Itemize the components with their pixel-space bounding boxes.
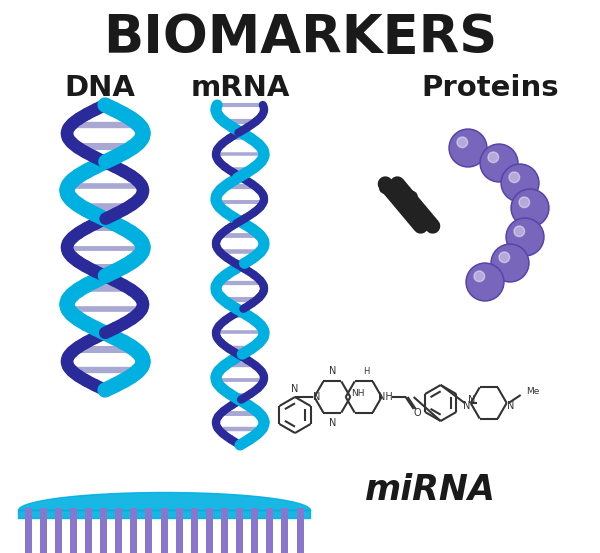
Bar — [236, 508, 243, 553]
Circle shape — [451, 131, 485, 165]
Text: mRNA: mRNA — [190, 74, 290, 102]
Circle shape — [493, 246, 527, 280]
Circle shape — [482, 145, 517, 180]
Text: O: O — [414, 408, 421, 418]
Text: H: H — [364, 367, 370, 376]
Circle shape — [474, 271, 485, 281]
Bar — [221, 508, 228, 553]
Bar — [100, 508, 107, 553]
Bar — [25, 508, 32, 553]
Circle shape — [509, 172, 520, 182]
Text: N: N — [329, 418, 336, 428]
Text: Me: Me — [526, 388, 539, 397]
Text: Proteins: Proteins — [421, 74, 559, 102]
Bar — [191, 508, 198, 553]
Bar — [176, 508, 182, 553]
Text: N: N — [329, 366, 336, 376]
Bar — [251, 508, 258, 553]
Text: miRNA: miRNA — [365, 473, 496, 507]
Text: N: N — [313, 392, 320, 402]
Circle shape — [503, 165, 538, 201]
Bar — [266, 508, 273, 553]
Circle shape — [480, 144, 518, 182]
Circle shape — [514, 226, 524, 237]
Text: NH: NH — [378, 392, 393, 402]
Circle shape — [491, 244, 529, 282]
Bar — [296, 508, 304, 553]
Bar — [70, 508, 77, 553]
Bar — [130, 508, 137, 553]
Circle shape — [457, 137, 467, 148]
Bar — [145, 508, 152, 553]
Text: DNA: DNA — [65, 74, 136, 102]
Bar — [85, 508, 92, 553]
Bar — [161, 508, 167, 553]
Circle shape — [501, 164, 539, 202]
Bar — [115, 508, 122, 553]
Circle shape — [511, 189, 549, 227]
Circle shape — [512, 191, 547, 226]
Bar — [40, 508, 47, 553]
Circle shape — [499, 252, 509, 263]
Circle shape — [519, 197, 530, 207]
Text: N: N — [506, 401, 514, 411]
Circle shape — [508, 220, 542, 254]
Circle shape — [467, 264, 502, 300]
Text: NH: NH — [351, 389, 365, 398]
Bar — [55, 508, 62, 553]
Bar — [281, 508, 289, 553]
Text: BIOMARKERS: BIOMARKERS — [103, 12, 497, 64]
Circle shape — [488, 152, 499, 163]
Text: N: N — [463, 401, 470, 411]
Circle shape — [449, 129, 487, 167]
Text: N: N — [468, 395, 475, 405]
Text: N: N — [292, 384, 299, 394]
Bar — [206, 508, 213, 553]
Circle shape — [506, 218, 544, 256]
Circle shape — [466, 263, 504, 301]
